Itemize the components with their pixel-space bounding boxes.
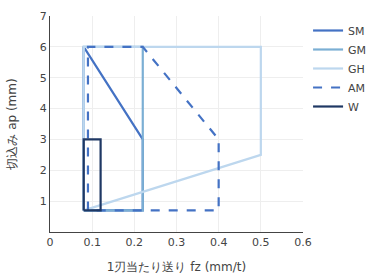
svg-text:0.1: 0.1 <box>83 236 101 249</box>
svg-text:4: 4 <box>40 102 47 115</box>
svg-text:切込み ap (mm): 切込み ap (mm) <box>5 78 19 169</box>
svg-text:1刃当たり送り fz (mm/t): 1刃当たり送り fz (mm/t) <box>107 260 246 274</box>
svg-text:5: 5 <box>40 72 47 85</box>
svg-text:GM: GM <box>348 44 366 57</box>
svg-text:3: 3 <box>40 133 47 146</box>
svg-text:6: 6 <box>40 41 47 54</box>
svg-text:W: W <box>348 101 359 114</box>
svg-text:GH: GH <box>348 63 365 76</box>
svg-text:1: 1 <box>40 195 47 208</box>
svg-text:0.6: 0.6 <box>294 236 312 249</box>
svg-text:SM: SM <box>348 25 364 38</box>
svg-text:0: 0 <box>47 236 54 249</box>
svg-text:AM: AM <box>348 82 365 95</box>
svg-text:7: 7 <box>40 10 47 23</box>
svg-text:0.3: 0.3 <box>168 236 186 249</box>
svg-text:0.4: 0.4 <box>210 236 228 249</box>
svg-text:0.5: 0.5 <box>252 236 270 249</box>
svg-text:2: 2 <box>40 164 47 177</box>
svg-text:0.2: 0.2 <box>126 236 144 249</box>
